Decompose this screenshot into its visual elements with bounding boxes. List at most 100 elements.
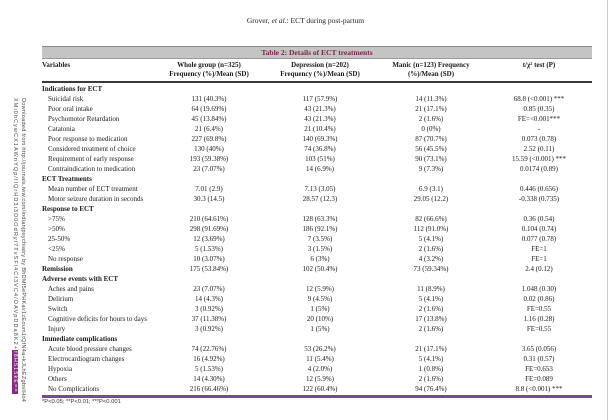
table-row: Injury 3 (0.92%) 1 (5%) 2 (1.6%) FE=0.55: [42, 324, 592, 334]
cell-whole-group: 14 (4.3%): [195, 295, 223, 303]
cell-test: 0.02 (0.86): [523, 295, 555, 303]
cell-depression: 11 (5.4%): [306, 355, 334, 363]
cell-whole-group: 23 (7.07%): [193, 285, 225, 293]
cell-depression: 21 (10.4%): [304, 125, 336, 133]
row-label: Switch: [48, 305, 68, 313]
table-row: Delirium 14 (4.3%) 9 (4.5%) 5 (4.1%) 0.02 (0…: [42, 294, 592, 304]
cell-test: 0.31 (0.57): [523, 355, 555, 363]
page-edge-divider: [607, 0, 608, 420]
cell-test: 2.52 (0.11): [523, 145, 555, 153]
ect-treatments-table: Table 2: Details of ECT treatments Varia…: [42, 46, 592, 398]
watermark-highlight: f8H515kE==: [12, 350, 18, 394]
table-row: >50% 298 (91.69%) 186 (92.1%) 112 (91.0%) 0.…: [42, 224, 592, 234]
cell-depression: 128 (63.3%): [302, 215, 338, 223]
cell-depression: 43 (21.3%): [304, 105, 336, 113]
table-row: Electrocardiogram changes 16 (4.92%) 11 (5…: [42, 354, 592, 364]
cell-depression: 4 (2.0%): [307, 365, 333, 373]
cell-whole-group: [154, 274, 264, 284]
cell-whole-group: 3 (0.92%): [195, 305, 223, 313]
cell-whole-group: 5 (1.53%): [195, 365, 223, 373]
cell-manic: [376, 174, 486, 184]
table-row: Considered treatment of choice 130 (40%) 7…: [42, 144, 592, 154]
table-row: Indications for ECT: [42, 84, 592, 94]
cell-manic: 11 (8.9%): [417, 285, 445, 293]
cell-manic: 0 (0%): [421, 125, 441, 133]
cell-manic: 2 (1.6%): [418, 305, 444, 313]
cell-whole-group: 14 (4.30%): [193, 375, 225, 383]
table-row: 25-50% 12 (3.69%) 7 (3.5%) 5 (4.1%) 0.077 (0…: [42, 234, 592, 244]
cell-depression: 12 (5.9%): [306, 285, 334, 293]
cell-test: FE=<0.001***: [517, 115, 561, 123]
cell-depression: 7 (3.5%): [307, 235, 333, 243]
table-row: Mean number of ECT treatment 7.01 (2.9) 7.…: [42, 184, 592, 194]
row-label: Cognitive deficits for hours to days: [48, 315, 147, 323]
cell-test: FE=0.653: [525, 365, 553, 373]
cell-whole-group: 131 (40.3%): [191, 95, 227, 103]
row-label: Mean number of ECT treatment: [48, 185, 138, 193]
cell-whole-group: 74 (22.76%): [191, 345, 227, 353]
cell-manic: 21 (17.1%): [415, 345, 447, 353]
row-label: >75%: [48, 215, 65, 223]
table-row: Others 14 (4.30%) 12 (5.9%) 2 (1.6%) FE=0.08…: [42, 374, 592, 384]
column-header-line: Frequency (%)/Mean (SD): [280, 70, 360, 78]
running-head-title: : ECT during post-partum: [286, 16, 365, 25]
table-bottom-rule: [42, 395, 592, 398]
cell-manic: 14 (11.3%): [415, 95, 447, 103]
cell-depression: 186 (92.1%): [302, 225, 338, 233]
row-label: Aches and pains: [48, 285, 94, 293]
cell-manic: [376, 334, 486, 344]
row-label: ECT Treatments: [42, 175, 92, 183]
cell-whole-group: 21 (6.4%): [195, 125, 223, 133]
cell-depression: 103 (51%): [305, 155, 335, 163]
significance-footnote: *P<0.05; **P<0.01; ***P<0.001: [42, 399, 121, 405]
cell-manic: 2 (1.6%): [418, 325, 444, 333]
cell-test: 0.0174 (0.89): [520, 165, 558, 173]
row-label: Others: [48, 375, 67, 383]
cell-test: 0.104 (0.74): [521, 225, 557, 233]
cell-manic: 94 (76.4%): [415, 385, 447, 393]
cell-depression: 53 (26.2%): [304, 345, 336, 353]
cell-test: [486, 174, 592, 184]
cell-depression: 140 (69.3%): [302, 135, 338, 143]
cell-depression: 43 (21.3%): [304, 115, 336, 123]
column-header-test: t/χ² test (P): [522, 61, 556, 69]
cell-depression: 1 (5%): [310, 325, 330, 333]
cell-depression: 14 (6.9%): [306, 165, 334, 173]
cell-manic: 112 (91.0%): [413, 225, 449, 233]
table-header-row: Variables Whole group (n=325) Frequency …: [42, 59, 592, 83]
cell-test: FE=0.089: [525, 375, 553, 383]
cell-whole-group: 193 (59.38%): [189, 155, 229, 163]
row-label: Immediate complications: [42, 335, 118, 343]
table-row: Response to ECT: [42, 204, 592, 214]
cell-depression: 20 (10%): [306, 315, 334, 323]
cell-test: 15.59 (<0.001) ***: [511, 155, 567, 163]
table-row: Requirement of early response 193 (59.38%…: [42, 154, 592, 164]
cell-manic: 2 (1.6%): [418, 115, 444, 123]
row-label: Injury: [48, 325, 66, 333]
column-header-manic: Manic (n=123) Frequency (%)/Mean (SD): [376, 61, 486, 79]
column-header-line: Manic (n=123) Frequency: [392, 61, 470, 69]
row-label: Requirement of early response: [48, 155, 134, 163]
cell-depression: [264, 334, 376, 344]
cell-manic: 5 (4.1%): [418, 295, 444, 303]
cell-test: -0.338 (0.735): [518, 195, 560, 203]
cell-whole-group: 12 (3.69%): [193, 235, 225, 243]
table-row: Aches and pains 23 (7.07%) 12 (5.9%) 11 (8.…: [42, 284, 592, 294]
table-row: >75% 210 (64.61%) 128 (63.3%) 82 (66.6%) 0.3…: [42, 214, 592, 224]
cell-depression: 7.13 (3.05): [304, 185, 336, 193]
row-label: Indications for ECT: [42, 85, 103, 93]
row-label: Motor seizure duration in seconds: [48, 195, 144, 203]
cell-whole-group: 64 (19.69%): [191, 105, 227, 113]
row-label: >50%: [48, 225, 65, 233]
row-label: Remission: [42, 265, 73, 273]
cell-test: 1.048 (0.30): [521, 285, 557, 293]
cell-test: 68.8 (<0.001) ***: [513, 95, 565, 103]
cell-test: 0.36 (0.54): [523, 215, 555, 223]
cell-manic: 73 (59.34%): [413, 265, 449, 273]
cell-whole-group: [154, 334, 264, 344]
row-label: No response: [48, 255, 83, 263]
cell-manic: 5 (4.1%): [418, 235, 444, 243]
cell-whole-group: 30.3 (14.5): [193, 195, 225, 203]
cell-depression: 122 (60.4%): [302, 385, 338, 393]
cell-depression: 102 (50.4%): [302, 265, 338, 273]
